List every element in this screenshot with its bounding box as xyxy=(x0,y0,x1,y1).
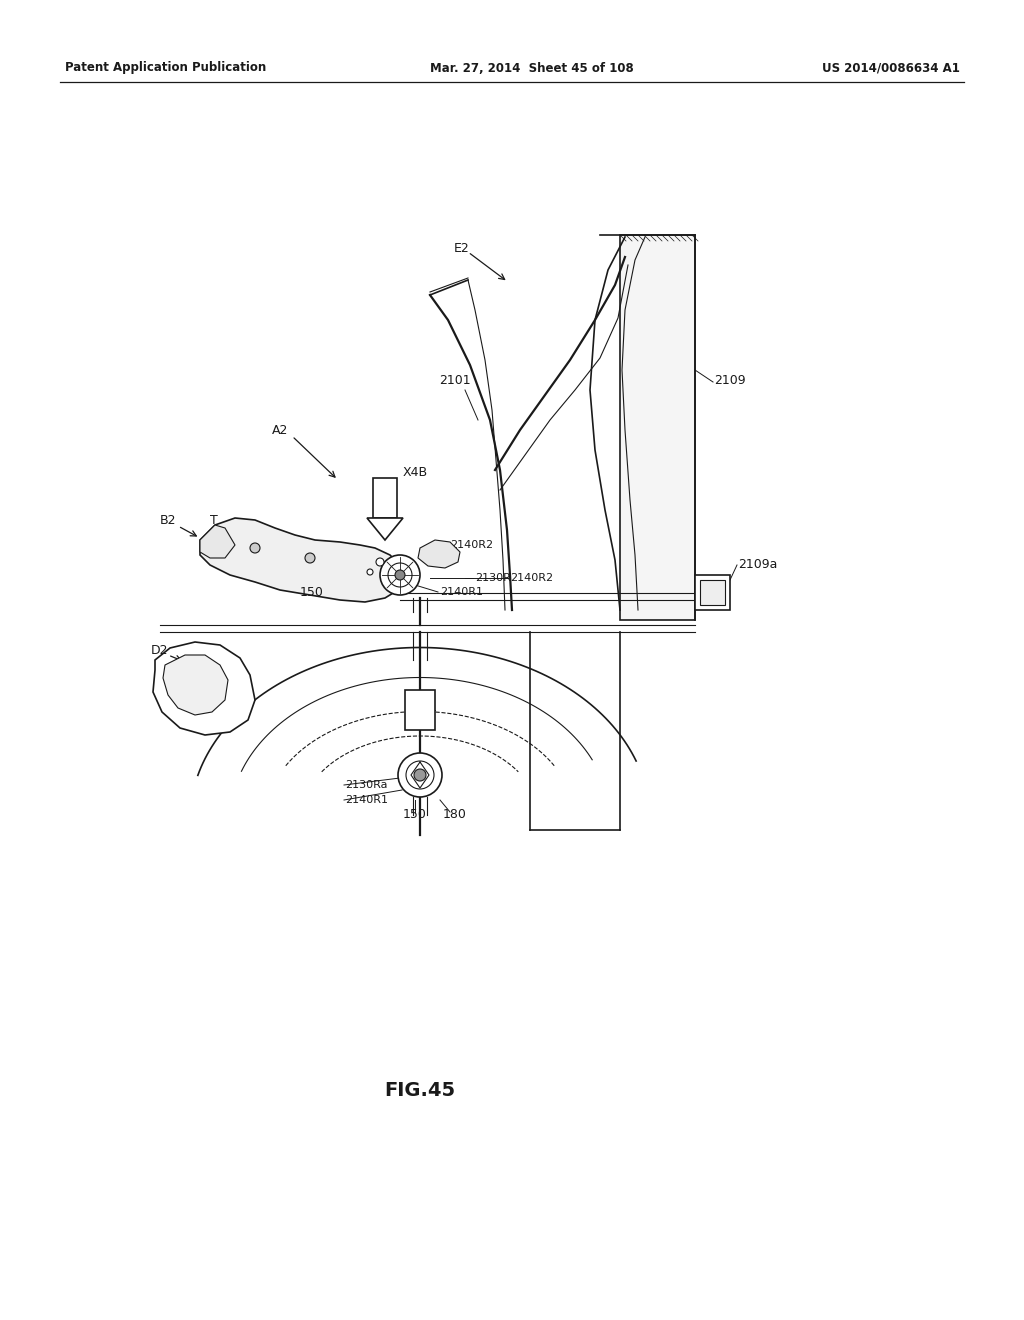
Text: 2140R1: 2140R1 xyxy=(345,795,388,805)
Polygon shape xyxy=(200,517,402,602)
Text: X4B: X4B xyxy=(402,466,428,479)
Polygon shape xyxy=(373,478,397,517)
Polygon shape xyxy=(418,540,460,568)
Text: 180: 180 xyxy=(443,808,467,821)
Circle shape xyxy=(414,770,426,781)
Polygon shape xyxy=(367,517,403,540)
Circle shape xyxy=(398,752,442,797)
Circle shape xyxy=(380,554,420,595)
Text: 2140R1: 2140R1 xyxy=(440,587,483,597)
Text: US 2014/0086634 A1: US 2014/0086634 A1 xyxy=(822,62,961,74)
Text: T: T xyxy=(210,513,218,527)
Text: E2: E2 xyxy=(454,242,470,255)
Circle shape xyxy=(367,569,373,576)
Text: 2109: 2109 xyxy=(714,374,745,387)
Circle shape xyxy=(376,558,384,566)
Circle shape xyxy=(406,762,434,789)
Text: 150: 150 xyxy=(403,808,427,821)
Text: B2: B2 xyxy=(160,513,176,527)
Text: 2130R: 2130R xyxy=(475,573,511,583)
Text: Mar. 27, 2014  Sheet 45 of 108: Mar. 27, 2014 Sheet 45 of 108 xyxy=(430,62,634,74)
Polygon shape xyxy=(153,642,255,735)
Text: 2140R2: 2140R2 xyxy=(450,540,494,550)
Circle shape xyxy=(250,543,260,553)
Polygon shape xyxy=(406,690,435,730)
Text: Patent Application Publication: Patent Application Publication xyxy=(65,62,266,74)
Text: 2109a: 2109a xyxy=(738,558,777,572)
Text: 2140R2: 2140R2 xyxy=(510,573,553,583)
Polygon shape xyxy=(200,525,234,558)
Text: FIG.45: FIG.45 xyxy=(384,1081,456,1100)
Polygon shape xyxy=(700,579,725,605)
Text: 150: 150 xyxy=(300,586,324,598)
Text: 2101: 2101 xyxy=(439,374,471,387)
Polygon shape xyxy=(163,655,228,715)
Polygon shape xyxy=(620,235,695,620)
Text: D2: D2 xyxy=(152,644,169,656)
Circle shape xyxy=(395,570,406,579)
Circle shape xyxy=(388,564,412,587)
Text: A2: A2 xyxy=(271,424,288,437)
Text: 2130Ra: 2130Ra xyxy=(345,780,387,789)
Circle shape xyxy=(305,553,315,564)
Polygon shape xyxy=(695,576,730,610)
